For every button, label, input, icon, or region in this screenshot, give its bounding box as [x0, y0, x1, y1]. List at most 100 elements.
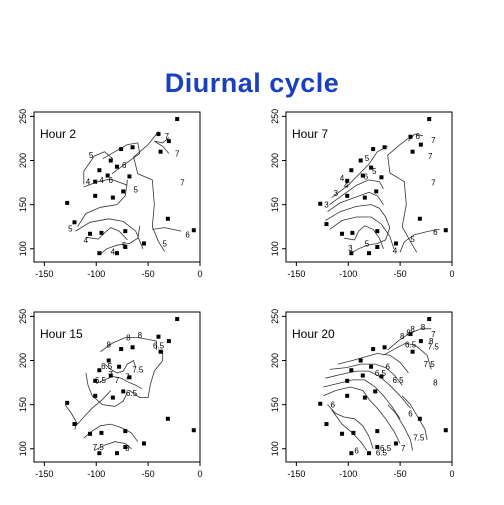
y-tick-label: 150	[270, 397, 280, 412]
contour-label: 7.5	[93, 443, 105, 452]
contour-label: 6	[408, 409, 413, 418]
contour-label: 6.5	[95, 376, 107, 385]
contour-label: 7	[73, 423, 78, 432]
x-tick-label: -150	[35, 469, 53, 479]
data-point	[72, 220, 77, 225]
contour-label: 7	[180, 179, 185, 188]
contour-label: 6	[354, 447, 359, 456]
y-tick-label: 200	[270, 353, 280, 368]
data-point	[130, 345, 135, 350]
data-point	[382, 345, 387, 350]
contour-label: 3	[334, 189, 339, 198]
data-point	[119, 147, 124, 152]
contour-label: 5	[162, 239, 167, 248]
contour-label: 8	[106, 341, 111, 350]
data-point	[191, 428, 196, 433]
y-tick-label: 100	[18, 241, 28, 256]
contour-label: 7	[431, 179, 436, 188]
contour-line	[329, 216, 395, 249]
data-point	[375, 229, 380, 234]
contour-line	[337, 353, 409, 374]
y-tick-label: 250	[270, 109, 280, 124]
data-point	[351, 430, 356, 435]
data-point	[443, 428, 448, 433]
contour-line	[64, 390, 112, 425]
data-point	[115, 164, 119, 169]
x-tick-label: 0	[449, 469, 454, 479]
data-point	[349, 368, 354, 373]
contour-line	[83, 178, 128, 188]
contour-label: 4	[84, 236, 89, 245]
contour-label: 4	[393, 247, 398, 256]
data-point	[191, 228, 196, 233]
data-point	[156, 334, 161, 339]
data-point	[119, 347, 124, 352]
contour-label: 7	[165, 132, 170, 141]
data-point	[340, 231, 345, 236]
contour-label: 7	[115, 376, 120, 385]
data-point	[374, 189, 379, 194]
contour-line	[85, 372, 128, 407]
data-point	[318, 401, 323, 406]
contour-line	[331, 409, 368, 451]
data-point	[93, 179, 98, 184]
data-point	[418, 339, 423, 344]
data-point	[410, 349, 415, 354]
contour-label: 8	[125, 444, 130, 453]
contour-label: 6	[433, 228, 438, 237]
data-point	[418, 142, 423, 147]
contour-label: 5	[122, 241, 127, 250]
data-point	[175, 317, 180, 322]
y-tick-label: 250	[18, 309, 28, 324]
contour-label: 7	[431, 330, 436, 339]
contour-label: 6.5	[101, 362, 113, 371]
data-point	[349, 251, 354, 256]
data-point	[141, 241, 146, 246]
plot-frame	[285, 311, 453, 463]
data-point	[379, 374, 384, 379]
contour-label: 4	[99, 176, 104, 185]
contour-line	[387, 404, 413, 451]
data-point	[345, 393, 350, 398]
contour-label: 6.5	[405, 341, 417, 350]
data-point	[358, 358, 363, 363]
data-point	[350, 230, 355, 235]
data-point	[318, 201, 323, 206]
data-point	[106, 358, 111, 363]
data-point	[127, 174, 132, 179]
data-point	[382, 145, 387, 150]
data-point	[427, 117, 432, 122]
contour-label: 3	[348, 244, 353, 253]
contour-line	[96, 375, 143, 390]
contour-line	[152, 227, 182, 232]
data-point	[115, 251, 119, 256]
data-point	[375, 245, 380, 249]
contour-line	[94, 441, 132, 451]
page-title: Diurnal cycle	[164, 68, 340, 98]
data-point	[443, 228, 448, 233]
x-tick-label: 0	[449, 269, 454, 279]
contour-label: 5	[89, 151, 94, 160]
data-point	[158, 349, 163, 354]
contour-label: 7.5	[424, 360, 436, 369]
contour-label: 6.5	[153, 342, 165, 351]
contour-label: 7	[175, 149, 180, 158]
contour-label: 8	[421, 323, 426, 332]
contour-line	[387, 328, 432, 351]
contour-label: 4	[86, 178, 91, 187]
x-tick-label: -50	[142, 269, 155, 279]
contour-line	[325, 204, 391, 228]
contour-line	[102, 142, 141, 175]
data-point	[123, 245, 128, 249]
contour-label: 6.5	[126, 389, 138, 398]
y-tick-label: 100	[270, 441, 280, 456]
contour-label: 7.5	[413, 433, 425, 442]
contour-label: 6.5	[376, 448, 388, 457]
x-tick-label: -50	[394, 469, 407, 479]
contour-line	[323, 379, 401, 420]
panel-label: Hour 2	[40, 127, 76, 141]
data-point	[121, 389, 126, 394]
